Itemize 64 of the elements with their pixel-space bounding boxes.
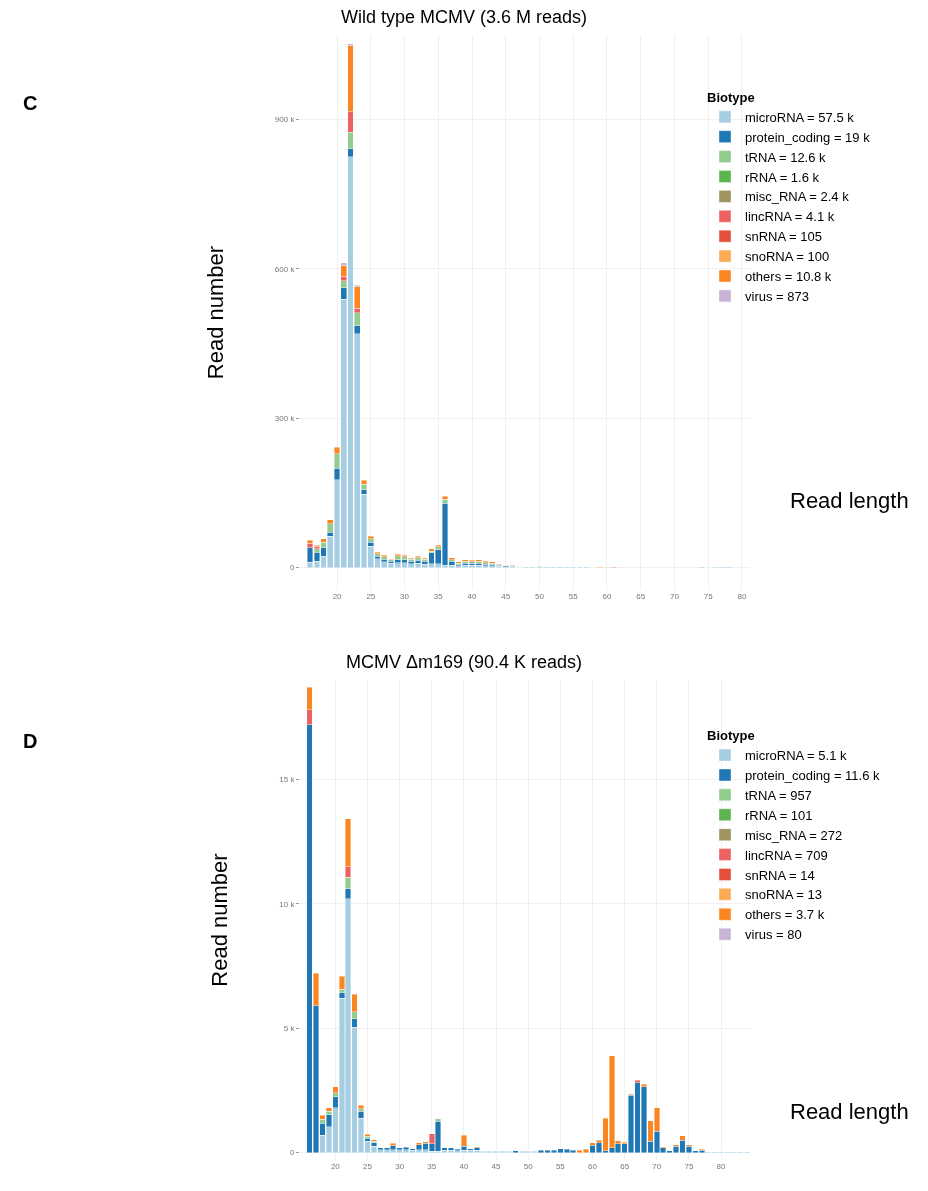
legend-label: snoRNA = 13	[745, 887, 822, 903]
x-tick-label: 45	[491, 1162, 502, 1171]
legend-label: others = 3.7 k	[745, 907, 825, 923]
y-axis-title: Read number	[207, 853, 233, 987]
chart-title: Wild type MCMV (3.6 M reads)	[340, 6, 588, 27]
y-tick-label: 15 k	[279, 775, 296, 785]
x-tick-label: 35	[427, 1162, 437, 1171]
x-tick-label: 60	[588, 1162, 598, 1171]
y-axis-title: Read number	[202, 245, 228, 380]
x-tick-label: 70	[669, 592, 680, 601]
y-tick-label: 300 k	[274, 414, 296, 424]
text: D	[23, 730, 38, 752]
y-tick-label: 5 k	[283, 1023, 296, 1033]
x-tick-label: 60	[602, 592, 612, 601]
legend-label: misc_RNA = 2.4 k	[745, 189, 850, 205]
legend-label: rRNA = 1.6 k	[745, 169, 820, 185]
x-axis-title: Read length	[790, 488, 909, 513]
x-tick-label: 80	[716, 1162, 727, 1171]
x-tick-label: 75	[684, 1162, 694, 1171]
legend-label: lincRNA = 4.1 k	[745, 209, 835, 225]
x-tick-label: 65	[620, 1162, 630, 1171]
x-tick-label: 55	[568, 592, 579, 601]
x-tick-label: 20	[332, 592, 343, 601]
x-tick-label: 50	[523, 1162, 534, 1171]
x-tick-label: 70	[652, 1162, 662, 1171]
x-tick-label: 25	[363, 1162, 373, 1171]
legend-label: snRNA = 105	[745, 229, 822, 245]
legend-label: tRNA = 957	[745, 787, 812, 803]
chart-title: MCMV Δm169 (90.4 K reads)	[345, 651, 583, 672]
legend-label: lincRNA = 709	[745, 847, 828, 863]
x-tick-label: 20	[330, 1162, 341, 1171]
legend-label: virus = 80	[745, 927, 802, 943]
x-tick-label: 75	[703, 592, 714, 601]
legend-label: rRNA = 101	[745, 807, 813, 823]
legend-label: virus = 873	[745, 288, 809, 304]
legend-label: tRNA = 12.6 k	[745, 149, 827, 165]
y-tick-label: 900 k	[274, 115, 296, 125]
x-tick-label: 50	[535, 592, 545, 601]
y-tick-label: 10 k	[279, 899, 296, 909]
legend-label: protein_coding = 11.6 k	[745, 768, 881, 784]
y-tick-label: 0	[289, 563, 295, 573]
legend-title: Biotype	[707, 89, 755, 105]
text: C	[23, 92, 38, 114]
legend-label: protein_coding = 19 k	[745, 129, 871, 145]
x-tick-label: 25	[366, 592, 376, 601]
x-tick-label: 45	[501, 592, 511, 601]
legend-label: snRNA = 14	[745, 867, 815, 883]
legend-label: snoRNA = 100	[745, 249, 830, 265]
x-tick-label: 35	[433, 592, 444, 601]
y-tick-label: 0	[289, 1148, 295, 1158]
legend-label: misc_RNA = 272	[745, 827, 843, 843]
x-tick-label: 40	[459, 1162, 469, 1171]
legend-label: others = 10.8 k	[745, 269, 832, 285]
x-tick-label: 30	[400, 592, 410, 601]
x-tick-label: 65	[636, 592, 646, 601]
x-axis-title: Read length	[790, 1099, 909, 1124]
legend-title: Biotype	[707, 728, 755, 744]
legend-label: microRNA = 57.5 k	[745, 109, 855, 125]
x-tick-label: 80	[737, 592, 747, 601]
x-tick-label: 30	[395, 1162, 405, 1171]
x-tick-label: 40	[467, 592, 478, 601]
y-tick-label: 600 k	[274, 264, 296, 274]
legend-label: microRNA = 5.1 k	[745, 748, 848, 764]
x-tick-label: 55	[555, 1162, 566, 1171]
